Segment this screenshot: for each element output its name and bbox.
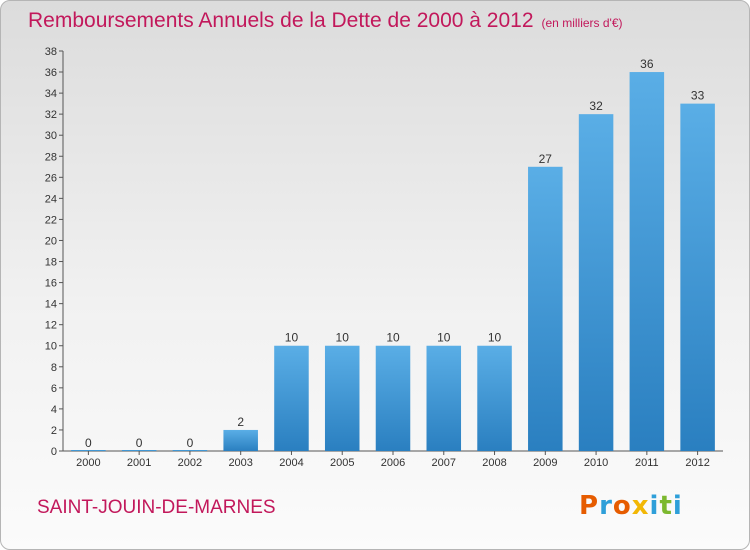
logo-letter: r bbox=[599, 491, 613, 521]
y-tick-label: 18 bbox=[45, 257, 57, 269]
bar bbox=[71, 450, 106, 451]
bar-value-label: 0 bbox=[85, 436, 92, 450]
y-tick-label: 0 bbox=[51, 446, 57, 458]
bar-value-label: 33 bbox=[691, 89, 705, 103]
bar bbox=[172, 450, 208, 451]
logo-letter: P bbox=[579, 491, 600, 521]
chart-title: Remboursements Annuels de la Dette de 20… bbox=[28, 9, 534, 32]
x-tick-label: 2003 bbox=[228, 457, 252, 469]
bar-value-label: 36 bbox=[640, 57, 654, 71]
bar-value-label: 10 bbox=[285, 331, 299, 345]
x-tick-label: 2007 bbox=[432, 457, 456, 469]
chart-unit-label: (en milliers d'€) bbox=[541, 16, 623, 30]
bar bbox=[375, 345, 411, 451]
x-tick-label: 2012 bbox=[685, 457, 709, 469]
y-tick-label: 14 bbox=[45, 299, 57, 311]
y-tick-label: 36 bbox=[45, 67, 57, 79]
logo-letter: i bbox=[649, 491, 660, 521]
bar bbox=[528, 166, 563, 451]
y-tick-label: 38 bbox=[45, 46, 57, 58]
y-tick-label: 10 bbox=[45, 341, 57, 353]
x-tick-label: 2001 bbox=[127, 457, 151, 469]
title-row: Remboursements Annuels de la Dette de 20… bbox=[28, 9, 623, 33]
bar bbox=[477, 345, 512, 451]
y-tick-label: 30 bbox=[45, 130, 57, 142]
x-tick-label: 2002 bbox=[178, 457, 202, 469]
proxiti-logo: Proxiti bbox=[579, 491, 683, 521]
bar-value-label: 0 bbox=[136, 436, 143, 450]
bar bbox=[426, 345, 462, 451]
logo-letter: t bbox=[659, 491, 673, 521]
y-tick-label: 28 bbox=[45, 151, 57, 163]
y-tick-label: 4 bbox=[51, 404, 57, 416]
bar bbox=[121, 450, 157, 451]
bar bbox=[274, 345, 309, 451]
y-tick-label: 8 bbox=[51, 362, 57, 374]
bar bbox=[324, 345, 360, 451]
y-tick-label: 16 bbox=[45, 278, 57, 290]
x-tick-label: 2009 bbox=[533, 457, 557, 469]
commune-name: SAINT-JOUIN-DE-MARNES bbox=[37, 497, 276, 518]
x-tick-label: 2000 bbox=[76, 457, 100, 469]
bar-value-label: 10 bbox=[437, 331, 451, 345]
bar bbox=[578, 114, 614, 451]
logo-letter: o bbox=[612, 491, 632, 521]
bar-value-label: 10 bbox=[488, 331, 502, 345]
bar bbox=[223, 429, 258, 451]
bar-value-label: 32 bbox=[589, 99, 603, 113]
y-tick-label: 12 bbox=[45, 320, 57, 332]
bar bbox=[629, 72, 665, 451]
x-tick-label: 2005 bbox=[330, 457, 354, 469]
bar bbox=[680, 103, 715, 451]
x-tick-label: 2004 bbox=[279, 457, 303, 469]
bar-value-label: 10 bbox=[386, 331, 400, 345]
x-tick-label: 2008 bbox=[482, 457, 506, 469]
y-tick-label: 20 bbox=[45, 235, 57, 247]
x-tick-label: 2010 bbox=[584, 457, 608, 469]
y-tick-label: 6 bbox=[51, 383, 57, 395]
x-tick-label: 2006 bbox=[381, 457, 405, 469]
y-tick-label: 26 bbox=[45, 172, 57, 184]
y-tick-label: 22 bbox=[45, 214, 57, 226]
y-tick-label: 32 bbox=[45, 109, 57, 121]
bar-value-label: 10 bbox=[336, 331, 350, 345]
logo-letter: x bbox=[631, 491, 650, 521]
bars: 0 0 0 2 10 10 10 10 10 27 32 36 33 bbox=[71, 57, 715, 451]
bar-value-label: 2 bbox=[237, 415, 244, 429]
bar-value-label: 0 bbox=[187, 436, 194, 450]
logo-letter: i bbox=[672, 491, 683, 521]
x-tick-label: 2011 bbox=[635, 457, 659, 469]
y-tick-label: 2 bbox=[51, 425, 57, 437]
y-tick-label: 34 bbox=[45, 88, 57, 100]
y-tick-label: 24 bbox=[45, 193, 57, 205]
bar-value-label: 27 bbox=[539, 152, 553, 166]
